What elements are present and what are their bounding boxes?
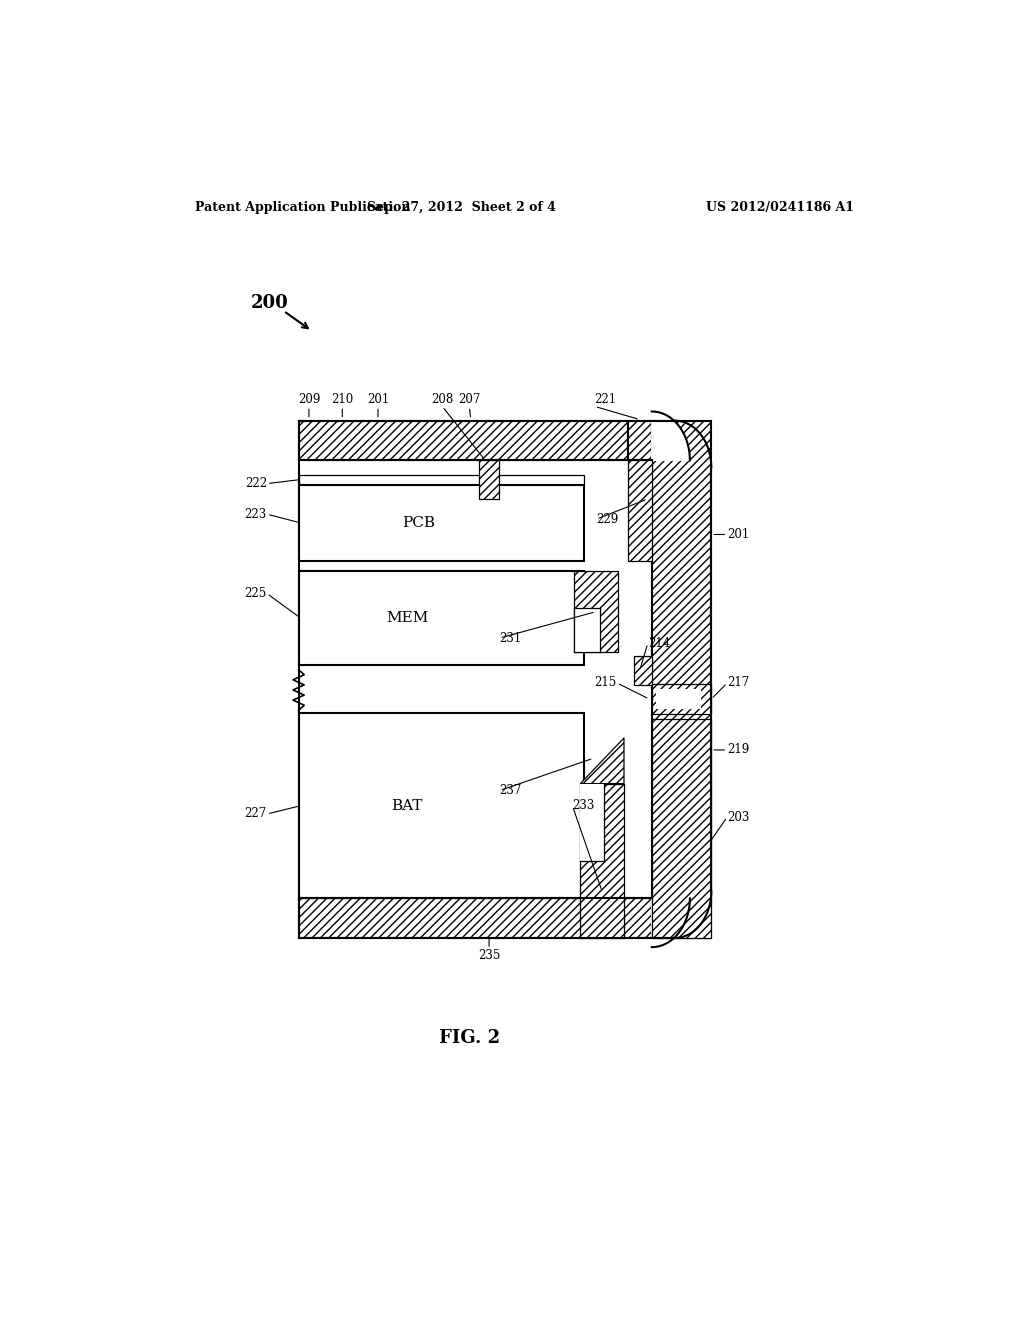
Bar xyxy=(628,421,652,461)
Text: 217: 217 xyxy=(727,676,750,689)
Polygon shape xyxy=(581,738,624,784)
Bar xyxy=(581,784,624,939)
Text: US 2012/0241186 A1: US 2012/0241186 A1 xyxy=(707,201,854,214)
Polygon shape xyxy=(652,899,690,948)
Text: 233: 233 xyxy=(572,800,595,812)
Text: 214: 214 xyxy=(648,636,670,649)
Text: 237: 237 xyxy=(500,784,522,797)
Text: 201: 201 xyxy=(727,528,750,541)
Text: 235: 235 xyxy=(478,949,501,962)
Text: BAT: BAT xyxy=(391,799,423,813)
Text: PCB: PCB xyxy=(402,516,435,529)
Bar xyxy=(574,572,617,652)
Text: 229: 229 xyxy=(596,512,618,525)
Bar xyxy=(299,713,585,899)
Bar xyxy=(655,689,701,709)
Bar xyxy=(634,656,652,685)
Text: 225: 225 xyxy=(245,587,267,599)
Bar xyxy=(652,719,712,939)
Bar xyxy=(299,899,652,939)
Text: Sep. 27, 2012  Sheet 2 of 4: Sep. 27, 2012 Sheet 2 of 4 xyxy=(367,201,556,214)
Bar xyxy=(299,421,628,461)
Text: 231: 231 xyxy=(500,632,521,644)
Text: Patent Application Publication: Patent Application Publication xyxy=(196,201,411,214)
Bar xyxy=(574,607,600,652)
Text: 219: 219 xyxy=(727,743,750,756)
Text: 208: 208 xyxy=(431,393,454,407)
Bar xyxy=(299,474,585,484)
Text: 209: 209 xyxy=(298,393,321,407)
Text: 221: 221 xyxy=(595,393,616,407)
Bar xyxy=(581,784,604,861)
Polygon shape xyxy=(652,412,690,461)
Text: 207: 207 xyxy=(458,393,480,407)
Bar xyxy=(299,484,585,561)
Bar xyxy=(299,572,585,664)
Text: MEM: MEM xyxy=(386,611,428,624)
Text: 201: 201 xyxy=(367,393,389,407)
Text: 203: 203 xyxy=(727,810,750,824)
Bar xyxy=(479,461,499,499)
Text: 223: 223 xyxy=(245,508,267,520)
Text: 222: 222 xyxy=(245,477,267,490)
Bar xyxy=(652,684,712,714)
Text: 227: 227 xyxy=(245,808,267,821)
Text: 200: 200 xyxy=(251,294,289,312)
Bar xyxy=(652,421,712,939)
Bar xyxy=(628,461,652,561)
Text: 215: 215 xyxy=(595,676,616,689)
Text: 210: 210 xyxy=(331,393,353,407)
Text: FIG. 2: FIG. 2 xyxy=(438,1028,500,1047)
